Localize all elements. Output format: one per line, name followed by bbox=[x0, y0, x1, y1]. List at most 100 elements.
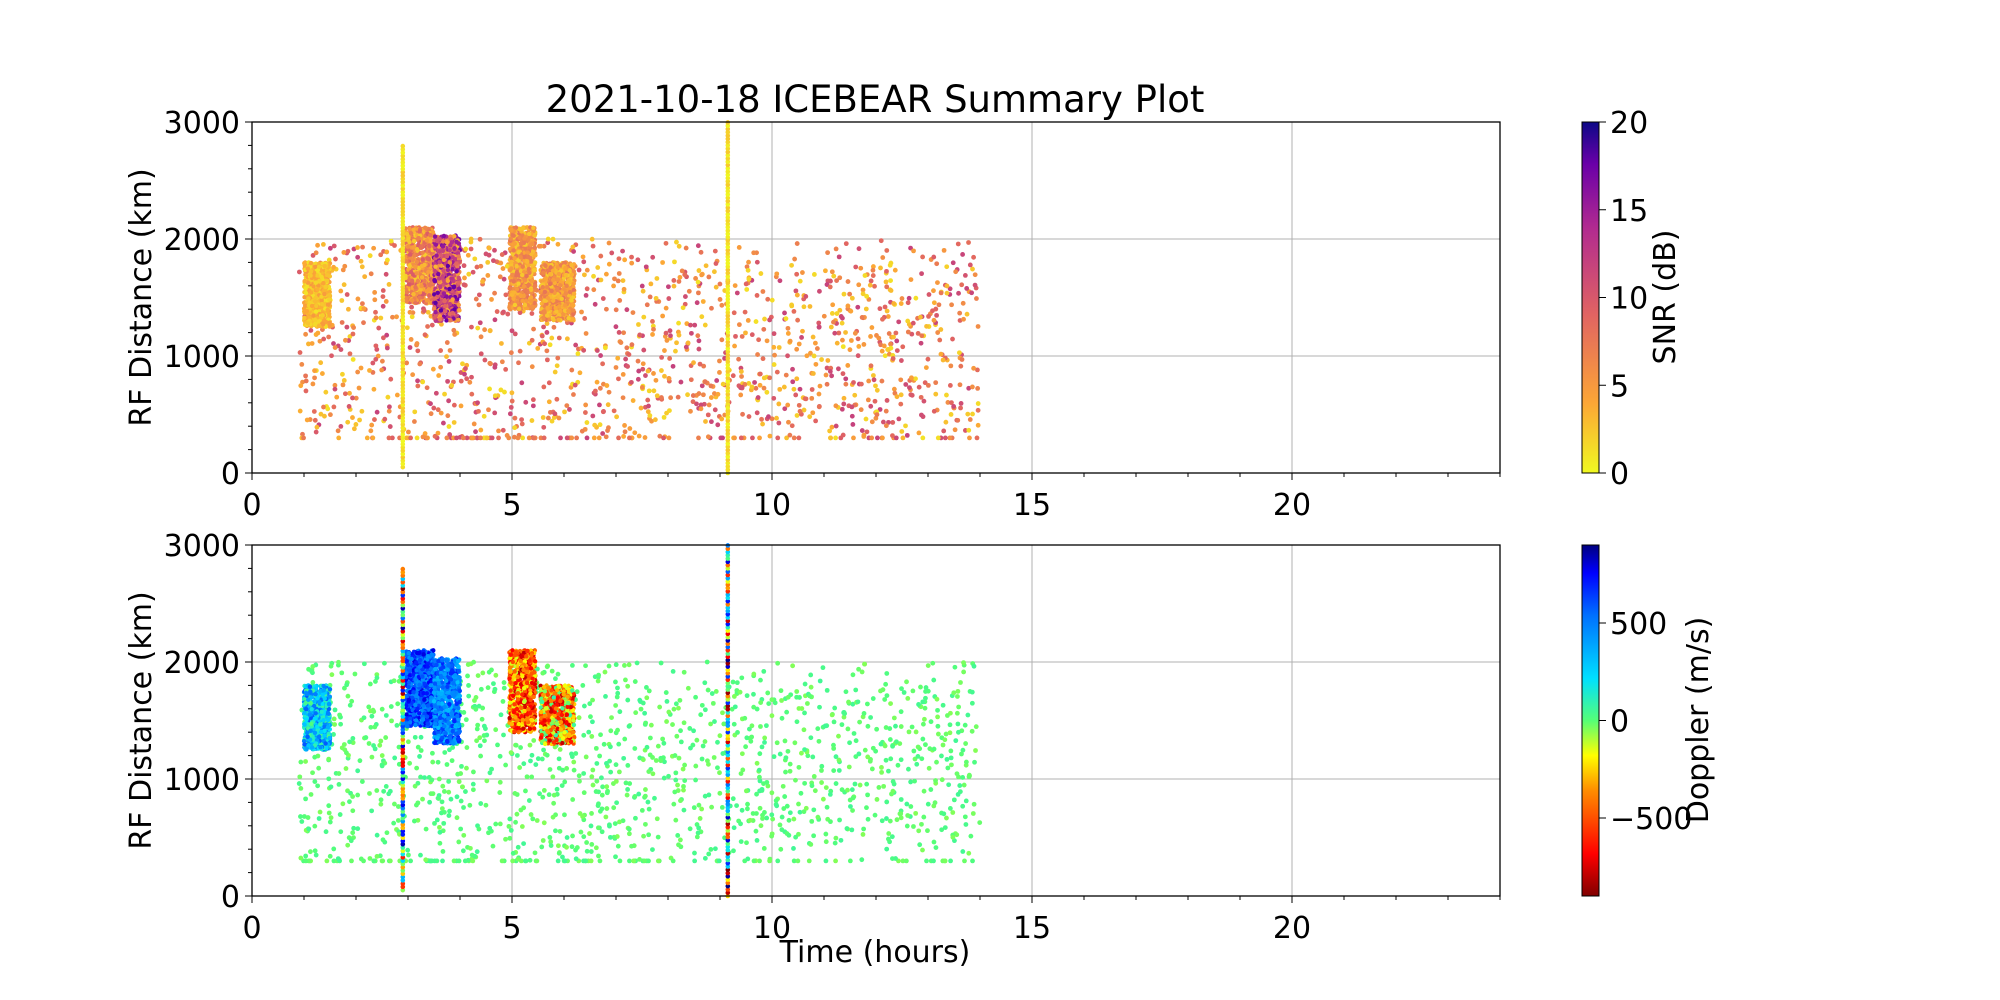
cluster-point bbox=[427, 293, 432, 298]
scatter-point bbox=[840, 315, 845, 321]
scatter-point bbox=[925, 356, 931, 362]
scatter-point bbox=[343, 337, 348, 343]
scatter-point bbox=[969, 384, 975, 390]
scatter-point bbox=[956, 350, 962, 356]
scatter-point bbox=[478, 263, 484, 269]
scatter-point bbox=[943, 419, 949, 425]
scatter-point bbox=[696, 346, 702, 352]
scatter-point bbox=[503, 292, 509, 298]
scatter-point bbox=[444, 435, 450, 441]
scatter-point bbox=[322, 413, 327, 419]
scatter-point bbox=[960, 252, 966, 257]
scatter-point bbox=[931, 300, 937, 306]
scatter-point bbox=[785, 402, 791, 408]
scatter-point bbox=[862, 273, 868, 278]
cluster-point bbox=[563, 272, 569, 278]
cluster-point bbox=[327, 292, 332, 298]
cluster-point bbox=[569, 262, 574, 268]
scatter-point bbox=[758, 271, 764, 276]
scatter-point bbox=[919, 412, 924, 418]
scatter-point bbox=[732, 435, 737, 441]
scatter-point bbox=[562, 409, 567, 415]
scatter-point bbox=[355, 296, 361, 302]
scatter-point bbox=[801, 304, 807, 310]
scatter-point bbox=[858, 407, 864, 413]
scatter-point bbox=[975, 422, 981, 428]
scatter-point bbox=[620, 278, 626, 284]
scatter-point bbox=[570, 244, 576, 250]
scatter-point bbox=[540, 838, 546, 843]
scatter-point bbox=[910, 320, 916, 326]
scatter-point bbox=[424, 385, 430, 391]
cluster-point bbox=[547, 271, 553, 277]
cluster-point bbox=[563, 265, 568, 271]
scatter-point bbox=[924, 323, 929, 329]
scatter-point bbox=[421, 308, 427, 314]
scatter-point bbox=[451, 402, 457, 408]
scatter-point bbox=[378, 315, 384, 321]
scatter-point bbox=[833, 403, 839, 409]
scatter-point bbox=[380, 288, 386, 293]
scatter-point bbox=[641, 314, 647, 320]
scatter-point bbox=[296, 269, 302, 275]
scatter-point bbox=[441, 420, 446, 426]
scatter-point bbox=[668, 333, 673, 339]
scatter-point bbox=[580, 254, 586, 260]
scatter-point bbox=[653, 377, 659, 383]
scatter-point bbox=[350, 395, 355, 401]
scatter-point bbox=[659, 368, 664, 373]
scatter-point bbox=[485, 273, 491, 278]
scatter-point bbox=[297, 408, 303, 414]
scatter-point bbox=[646, 388, 652, 394]
cluster-point bbox=[529, 299, 534, 304]
streak-point bbox=[400, 143, 406, 149]
scatter-point bbox=[308, 328, 314, 333]
scatter-point bbox=[969, 290, 975, 296]
scatter-point bbox=[342, 263, 348, 269]
scatter-point bbox=[628, 379, 634, 385]
scatter-point bbox=[771, 344, 777, 350]
scatter-point bbox=[922, 380, 928, 386]
scatter-point bbox=[859, 428, 865, 433]
scatter-point bbox=[696, 391, 702, 396]
scatter-point bbox=[508, 350, 514, 356]
scatter-point bbox=[717, 297, 723, 302]
scatter-point bbox=[564, 435, 570, 441]
scatter-point bbox=[598, 277, 604, 283]
scatter-point bbox=[745, 267, 751, 273]
cluster-point bbox=[512, 255, 517, 261]
cluster-point bbox=[414, 271, 419, 276]
scatter-point bbox=[698, 402, 704, 408]
scatter-point bbox=[600, 296, 606, 301]
scatter-point bbox=[325, 406, 331, 412]
scatter-point bbox=[787, 761, 793, 767]
scatter-point bbox=[671, 278, 677, 283]
scatter-point bbox=[840, 337, 845, 343]
cluster-point bbox=[541, 270, 546, 275]
scatter-point bbox=[598, 353, 603, 358]
scatter-point bbox=[485, 259, 491, 265]
scatter-point bbox=[478, 427, 484, 433]
scatter-point bbox=[685, 392, 690, 398]
cluster-point bbox=[441, 233, 447, 239]
scatter-point bbox=[661, 435, 666, 441]
scatter-point bbox=[614, 414, 620, 420]
cluster-point bbox=[544, 284, 550, 290]
scatter-point bbox=[385, 394, 391, 400]
cluster-point bbox=[507, 286, 513, 291]
scatter-point bbox=[830, 302, 836, 308]
scatter-point bbox=[851, 380, 856, 385]
scatter-point bbox=[753, 319, 759, 324]
scatter-point bbox=[749, 332, 755, 338]
scatter-point bbox=[930, 308, 935, 314]
scatter-point bbox=[487, 386, 492, 392]
scatter-point bbox=[756, 337, 762, 343]
scatter-point bbox=[540, 415, 546, 420]
scatter-point bbox=[552, 411, 558, 417]
scatter-point bbox=[739, 384, 745, 390]
scatter-point bbox=[676, 320, 681, 326]
cluster-point bbox=[450, 267, 455, 272]
scatter-point bbox=[358, 258, 364, 264]
scatter-point bbox=[662, 373, 667, 379]
scatter-point bbox=[612, 276, 617, 282]
